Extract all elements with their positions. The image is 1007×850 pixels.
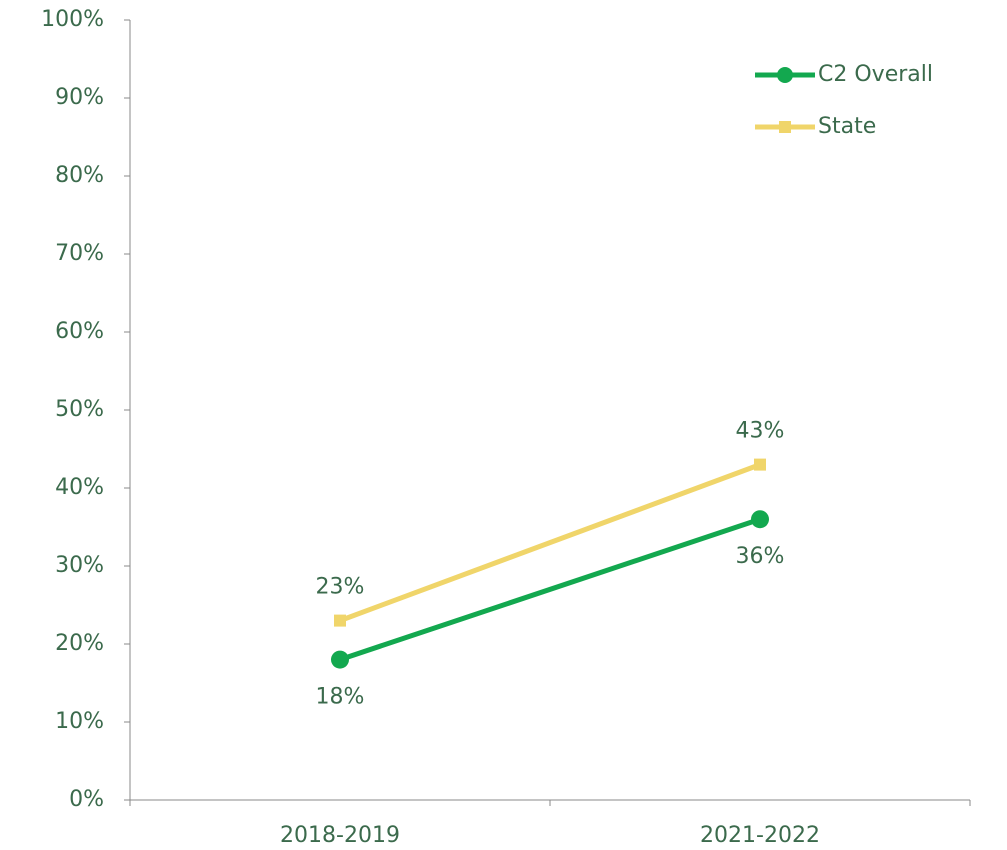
legend-label: State: [818, 114, 876, 139]
legend-marker: [779, 121, 791, 133]
y-tick-label: 50%: [55, 397, 104, 422]
data-label: 23%: [316, 575, 365, 600]
x-tick-label: 2021-2022: [700, 823, 820, 848]
y-tick-label: 90%: [55, 85, 104, 110]
data-point: [331, 650, 349, 669]
y-tick-label: 40%: [55, 475, 104, 500]
legend-label: C2 Overall: [818, 62, 933, 87]
y-tick-label: 20%: [55, 631, 104, 656]
y-tick-label: 30%: [55, 553, 104, 578]
data-point: [334, 614, 346, 627]
data-label: 18%: [316, 685, 365, 710]
series-line: [339, 462, 761, 623]
data-label: 43%: [736, 419, 785, 444]
y-tick-label: 10%: [55, 709, 104, 734]
y-tick-label: 80%: [55, 163, 104, 188]
y-tick-label: 0%: [69, 787, 104, 812]
series-line: [339, 516, 761, 662]
y-tick-label: 100%: [41, 7, 104, 32]
y-tick-label: 60%: [55, 319, 104, 344]
y-tick-label: 70%: [55, 241, 104, 266]
data-label: 36%: [736, 544, 785, 569]
x-tick-label: 2018-2019: [280, 823, 400, 848]
legend-marker: [777, 67, 793, 83]
data-point: [754, 458, 766, 471]
data-point: [751, 510, 769, 529]
